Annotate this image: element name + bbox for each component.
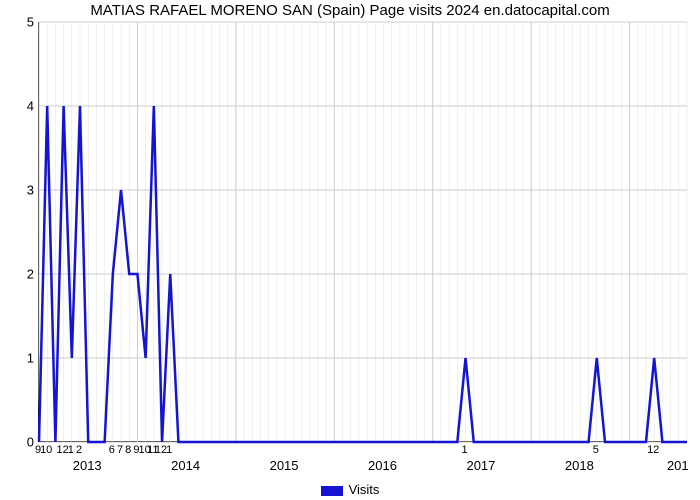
x-minor-tick-label: 12: [647, 444, 659, 456]
x-minor-tick-label: 8: [125, 444, 131, 456]
series-layer: [39, 22, 686, 441]
x-minor-tick-label: 1: [166, 444, 172, 456]
chart-container: MATIAS RAFAEL MORENO SAN (Spain) Page vi…: [0, 0, 700, 500]
legend: Visits: [0, 482, 700, 497]
x-minor-tick-label: 6: [109, 444, 115, 456]
x-minor-tick-label: 5: [593, 444, 599, 456]
x-minor-tick-label: 10: [40, 444, 52, 456]
y-tick-label: 1: [4, 351, 34, 366]
x-major-tick-label: 2016: [368, 458, 397, 473]
y-tick-label: 2: [4, 267, 34, 282]
plot-area: [38, 22, 686, 442]
x-major-tick-label: 2018: [565, 458, 594, 473]
y-tick-label: 4: [4, 99, 34, 114]
x-minor-tick-label: 1: [68, 444, 74, 456]
legend-swatch: [321, 486, 343, 496]
y-tick-label: 3: [4, 183, 34, 198]
chart-title: MATIAS RAFAEL MORENO SAN (Spain) Page vi…: [0, 2, 700, 19]
x-minor-tick-label: 2: [76, 444, 82, 456]
x-major-tick-label: 2015: [270, 458, 299, 473]
x-major-tick-label: 2013: [73, 458, 102, 473]
x-major-tick-label: 2017: [466, 458, 495, 473]
x-minor-tick-label: 7: [117, 444, 123, 456]
legend-label: Visits: [349, 482, 380, 497]
x-minor-tick-label: 1: [461, 444, 467, 456]
x-major-tick-label: 201: [667, 458, 689, 473]
x-major-tick-label: 2014: [171, 458, 200, 473]
y-tick-label: 0: [4, 435, 34, 450]
y-tick-label: 5: [4, 15, 34, 30]
